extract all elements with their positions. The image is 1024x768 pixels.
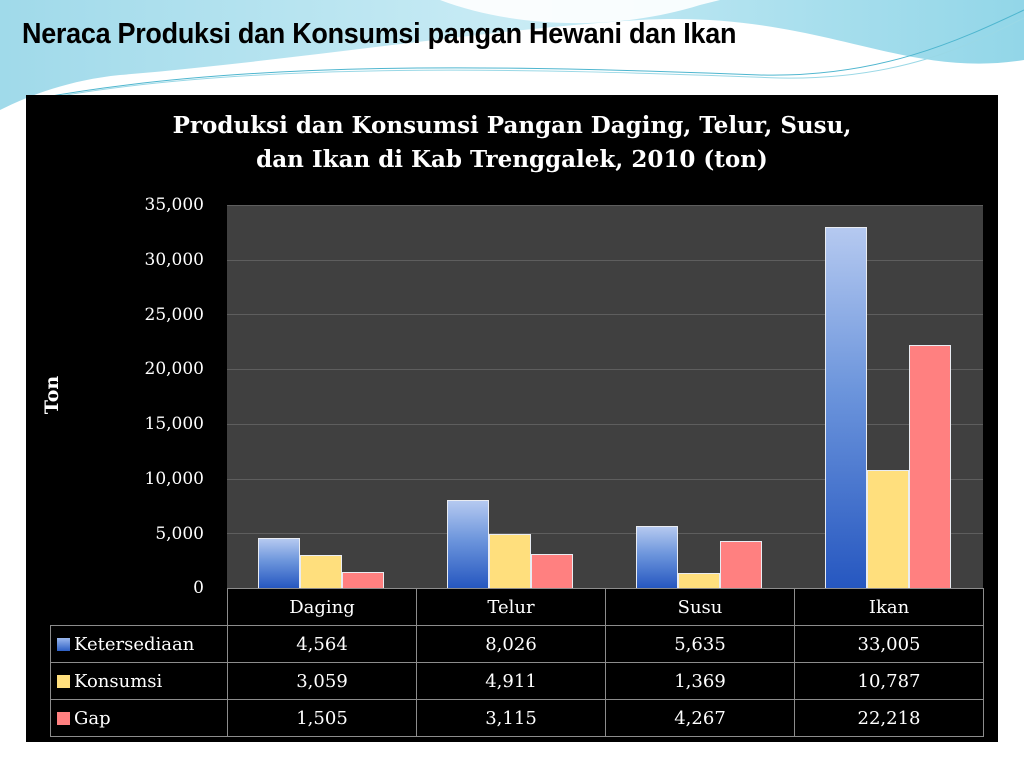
table-cell: 5,635 [605,625,795,663]
legend-entry-ketersediaan: Ketersediaan [50,625,228,663]
y-tick: 10,000 [144,469,204,489]
bar-gap-ikan [909,345,951,588]
bar-gap-daging [342,572,384,588]
table-cell: 10,787 [794,662,984,700]
chart-panel: Produksi dan Konsumsi Pangan Daging, Tel… [26,95,998,742]
bar-konsumsi-susu [678,573,720,588]
category-label: Susu [605,588,795,626]
table-cell: 1,369 [605,662,795,700]
category-label: Telur [416,588,606,626]
background-wave-decoration [0,0,1024,110]
table-cell: 33,005 [794,625,984,663]
gridline [227,369,983,370]
y-axis-label: Ton [41,375,63,415]
gridline [227,533,983,534]
y-tick: 25,000 [144,305,204,325]
bar-gap-telur [531,554,573,588]
data-table-row-konsumsi: Konsumsi 3,059 4,911 1,369 10,787 [50,662,984,700]
bar-ketersediaan-daging [258,538,300,588]
y-tick: 5,000 [155,524,204,544]
gridline [227,260,983,261]
y-tick: 15,000 [144,414,204,434]
legend-label: Gap [74,707,111,729]
table-cell: 1,505 [227,699,417,737]
y-tick: 20,000 [144,359,204,379]
legend-swatch-yellow [57,674,70,688]
legend-swatch-red [57,711,70,725]
data-table-row-ketersediaan: Ketersediaan 4,564 8,026 5,635 33,005 [50,625,984,663]
plot-area [227,205,983,588]
y-tick: 0 [193,578,204,598]
bar-ketersediaan-susu [636,526,678,588]
data-table-row-gap: Gap 1,505 3,115 4,267 22,218 [50,699,984,737]
legend-entry-gap: Gap [50,699,228,737]
gridline [227,424,983,425]
chart-title-line-1: Produksi dan Konsumsi Pangan Daging, Tel… [172,112,852,139]
table-cell: 4,564 [227,625,417,663]
data-table: Daging Telur Susu Ikan Ketersediaan 4,56… [50,588,984,737]
table-cell: 4,267 [605,699,795,737]
chart-title: Produksi dan Konsumsi Pangan Daging, Tel… [26,109,998,177]
y-tick: 30,000 [144,250,204,270]
legend-swatch-blue [57,637,70,651]
y-tick: 35,000 [144,195,204,215]
bar-gap-susu [720,541,762,588]
bar-ketersediaan-telur [447,500,489,588]
table-cell: 3,115 [416,699,606,737]
legend-label: Ketersediaan [74,633,195,655]
table-cell: 22,218 [794,699,984,737]
bar-konsumsi-daging [300,555,342,588]
gridline [227,479,983,480]
chart-title-line-2: dan Ikan di Kab Trenggalek, 2010 (ton) [256,146,768,173]
gridline [227,205,983,206]
bar-konsumsi-ikan [867,470,909,588]
category-label: Daging [227,588,417,626]
bar-ketersediaan-ikan [825,227,867,588]
table-cell: 3,059 [227,662,417,700]
category-label: Ikan [794,588,984,626]
table-cell: 4,911 [416,662,606,700]
table-cell: 8,026 [416,625,606,663]
legend-label: Konsumsi [74,670,163,692]
slide-title: Neraca Produksi dan Konsumsi pangan Hewa… [22,18,737,50]
gridline [227,314,983,315]
data-table-header-row: Daging Telur Susu Ikan [51,588,984,626]
bar-konsumsi-telur [489,534,531,588]
legend-entry-konsumsi: Konsumsi [50,662,228,700]
